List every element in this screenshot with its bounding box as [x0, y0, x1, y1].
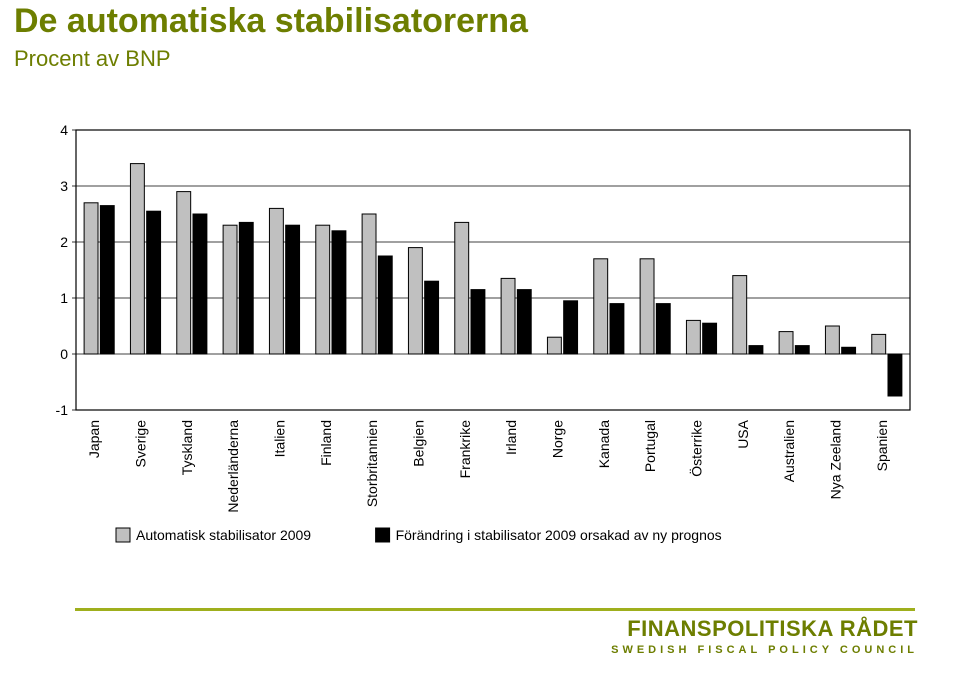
y-tick-label: 4 — [60, 122, 68, 138]
category-label: USA — [735, 419, 751, 448]
bar-series-1 — [564, 301, 578, 354]
bar-series-1 — [749, 346, 763, 354]
category-label: Norge — [550, 420, 566, 458]
y-tick-label: -1 — [56, 402, 69, 418]
bar-series-1 — [378, 256, 392, 354]
category-label: Frankrike — [457, 420, 473, 479]
bar-series-1 — [147, 211, 161, 354]
bar-series-0 — [455, 222, 469, 354]
bar-series-0 — [177, 192, 191, 354]
bar-series-0 — [547, 337, 561, 354]
bar-series-0 — [130, 164, 144, 354]
bar-series-1 — [610, 304, 624, 354]
footer-subtitle: SWEDISH FISCAL POLICY COUNCIL — [611, 644, 918, 656]
bar-series-0 — [408, 248, 422, 354]
bar-series-0 — [269, 208, 283, 354]
bar-series-0 — [872, 334, 886, 354]
category-label: Spanien — [874, 420, 890, 471]
y-tick-label: 3 — [60, 178, 68, 194]
category-label: Tyskland — [179, 420, 195, 475]
bar-series-0 — [733, 276, 747, 354]
bar-series-0 — [362, 214, 376, 354]
bar-series-1 — [842, 347, 856, 354]
bar-series-0 — [640, 259, 654, 354]
category-label: Österrike — [688, 420, 705, 477]
legend-swatch — [376, 528, 390, 542]
bar-series-1 — [517, 290, 531, 354]
bar-series-0 — [779, 332, 793, 354]
bar-series-1 — [425, 281, 439, 354]
bar-series-1 — [471, 290, 485, 354]
bar-series-1 — [703, 323, 717, 354]
legend-label: Förändring i stabilisator 2009 orsakad a… — [396, 527, 722, 543]
bar-series-0 — [84, 203, 98, 354]
category-label: Kanada — [596, 420, 612, 468]
footer: FINANSPOLITISKA RÅDET SWEDISH FISCAL POL… — [611, 616, 918, 656]
category-label: Japan — [86, 420, 102, 458]
bar-series-0 — [501, 278, 515, 354]
bar-series-1 — [100, 206, 114, 354]
bar-chart: -1 0 1 2 3 4 Japan Sverige Tyskland Nederländerna… — [40, 120, 920, 560]
category-label: Nederländerna — [225, 420, 241, 513]
y-tick-label: 0 — [60, 346, 68, 362]
bar-series-0 — [825, 326, 839, 354]
legend-swatch — [116, 528, 130, 542]
bar-series-1 — [656, 304, 670, 354]
category-label: Portugal — [642, 420, 658, 472]
bar-series-1 — [286, 225, 300, 354]
bar-series-0 — [686, 320, 700, 354]
bar-series-1 — [193, 214, 207, 354]
category-label: Belgien — [411, 420, 427, 467]
bar-series-1 — [332, 231, 346, 354]
chart-svg: -1 0 1 2 3 4 Japan Sverige Tyskland Nederländerna… — [40, 120, 920, 560]
bar-series-0 — [594, 259, 608, 354]
category-label: Irland — [503, 420, 519, 455]
page-subtitle: Procent av BNP — [14, 46, 171, 72]
category-label: Finland — [318, 420, 334, 466]
category-label: Italien — [272, 420, 288, 457]
page: De automatiska stabilisatorerna Procent … — [0, 0, 960, 683]
y-tick-label: 1 — [60, 290, 68, 306]
legend-label: Automatisk stabilisator 2009 — [136, 527, 311, 543]
category-label: Sverige — [133, 420, 149, 468]
bar-series-0 — [223, 225, 237, 354]
footer-divider — [75, 608, 915, 611]
bar-series-0 — [316, 225, 330, 354]
category-label: Storbritannien — [364, 420, 380, 507]
category-label: Nya Zeeland — [828, 420, 844, 499]
y-tick-label: 2 — [60, 234, 68, 250]
bar-series-1 — [795, 346, 809, 354]
bar-series-1 — [239, 222, 253, 354]
bar-series-1 — [888, 354, 902, 396]
page-title: De automatiska stabilisatorerna — [14, 2, 528, 41]
footer-brand: FINANSPOLITISKA RÅDET — [611, 616, 918, 642]
category-label: Australien — [781, 420, 797, 482]
